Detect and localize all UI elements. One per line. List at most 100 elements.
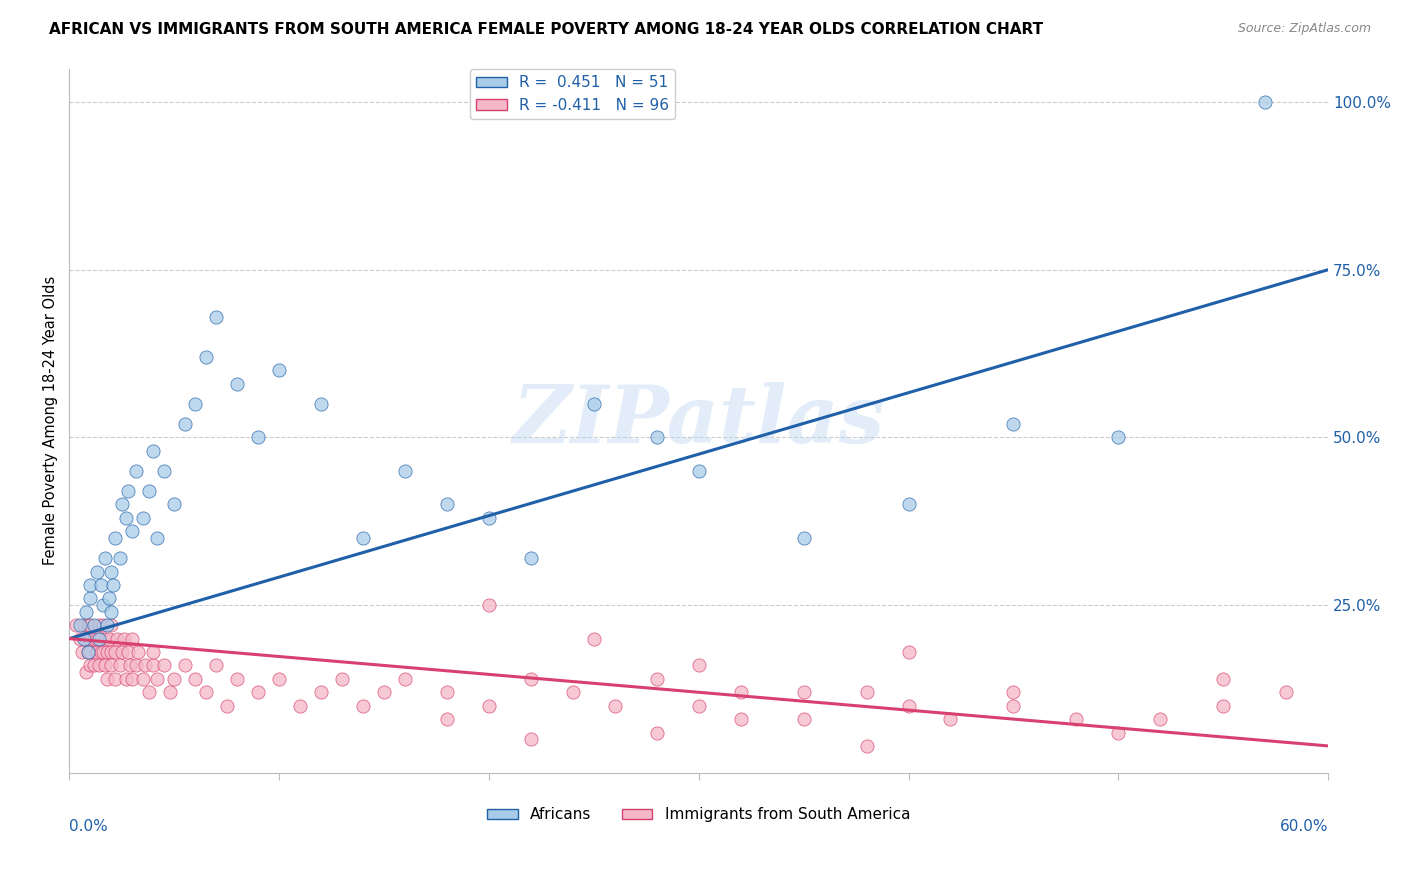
Point: [108, 551, 131, 566]
Point: [131, 672, 153, 686]
Point: [436, 498, 458, 512]
Point: [288, 698, 311, 713]
Point: [115, 511, 138, 525]
Point: [1002, 685, 1025, 699]
Point: [87, 632, 110, 646]
Point: [90, 578, 112, 592]
Point: [520, 732, 543, 747]
Point: [65, 618, 87, 632]
Point: [184, 397, 207, 411]
Point: [146, 672, 169, 686]
Point: [520, 672, 543, 686]
Point: [793, 531, 815, 545]
Point: [125, 658, 148, 673]
Point: [897, 645, 920, 659]
Point: [96, 672, 118, 686]
Point: [87, 658, 110, 673]
Point: [83, 632, 105, 646]
Point: [96, 645, 118, 659]
Point: [163, 672, 186, 686]
Point: [94, 658, 117, 673]
Point: [134, 658, 156, 673]
Point: [104, 531, 127, 545]
Point: [173, 658, 195, 673]
Point: [69, 632, 91, 646]
Point: [104, 645, 127, 659]
Point: [120, 658, 142, 673]
Point: [194, 350, 217, 364]
Point: [352, 531, 374, 545]
Point: [94, 551, 117, 566]
Point: [90, 645, 112, 659]
Point: [69, 618, 91, 632]
Point: [1254, 95, 1277, 109]
Point: [77, 645, 100, 659]
Text: ZIPatlas: ZIPatlas: [513, 382, 884, 459]
Point: [855, 685, 877, 699]
Point: [73, 618, 96, 632]
Point: [394, 464, 416, 478]
Point: [96, 618, 118, 632]
Point: [115, 672, 138, 686]
Point: [184, 672, 207, 686]
Point: [603, 698, 626, 713]
Point: [142, 645, 165, 659]
Point: [91, 598, 114, 612]
Point: [688, 658, 710, 673]
Point: [897, 498, 920, 512]
Text: Source: ZipAtlas.com: Source: ZipAtlas.com: [1237, 22, 1371, 36]
Point: [100, 658, 122, 673]
Point: [100, 618, 122, 632]
Point: [70, 645, 93, 659]
Point: [142, 443, 165, 458]
Point: [939, 712, 962, 726]
Point: [373, 685, 395, 699]
Point: [159, 685, 181, 699]
Point: [111, 645, 134, 659]
Point: [90, 632, 112, 646]
Text: 0.0%: 0.0%: [69, 819, 108, 833]
Point: [436, 685, 458, 699]
Point: [79, 618, 101, 632]
Point: [83, 658, 105, 673]
Point: [79, 578, 101, 592]
Point: [582, 632, 605, 646]
Point: [688, 464, 710, 478]
Point: [117, 484, 139, 499]
Point: [478, 598, 501, 612]
Point: [111, 498, 134, 512]
Point: [1002, 417, 1025, 431]
Point: [79, 645, 101, 659]
Point: [103, 578, 125, 592]
Point: [855, 739, 877, 753]
Point: [1212, 672, 1234, 686]
Text: AFRICAN VS IMMIGRANTS FROM SOUTH AMERICA FEMALE POVERTY AMONG 18-24 YEAR OLDS CO: AFRICAN VS IMMIGRANTS FROM SOUTH AMERICA…: [49, 22, 1043, 37]
Point: [125, 464, 148, 478]
Point: [100, 565, 122, 579]
Point: [1107, 725, 1129, 739]
Point: [582, 397, 605, 411]
Point: [138, 484, 160, 499]
Point: [352, 698, 374, 713]
Point: [75, 665, 97, 680]
Point: [91, 645, 114, 659]
Point: [226, 376, 249, 391]
Point: [645, 725, 668, 739]
Point: [117, 645, 139, 659]
Point: [152, 658, 174, 673]
Point: [108, 658, 131, 673]
Point: [436, 712, 458, 726]
Point: [121, 632, 143, 646]
Point: [121, 672, 143, 686]
Point: [91, 618, 114, 632]
Y-axis label: Female Poverty Among 18-24 Year Olds: Female Poverty Among 18-24 Year Olds: [44, 276, 58, 566]
Point: [121, 524, 143, 539]
Point: [793, 685, 815, 699]
Point: [173, 417, 195, 431]
Point: [98, 591, 121, 606]
Point: [309, 685, 332, 699]
Point: [77, 618, 100, 632]
Point: [730, 685, 752, 699]
Point: [86, 645, 108, 659]
Point: [194, 685, 217, 699]
